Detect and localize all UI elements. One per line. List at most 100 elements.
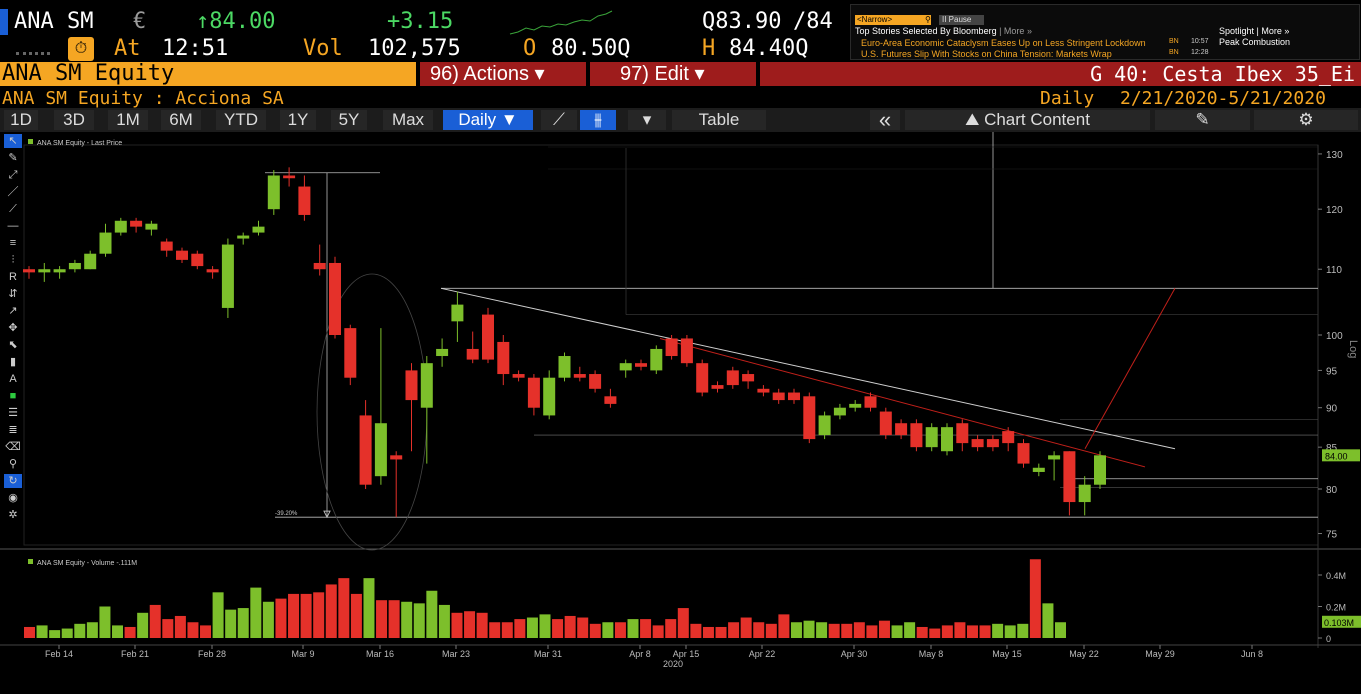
volume-bar xyxy=(904,622,916,638)
actions-label: 96) Actions ▾ xyxy=(430,63,545,85)
news-top-stories-label: Top Stories Selected By Bloomberg xyxy=(855,26,997,36)
candle-body xyxy=(665,338,678,357)
measure-tool-icon[interactable]: ⇵ xyxy=(8,288,18,300)
candle-body xyxy=(619,363,632,371)
volume-bar xyxy=(778,614,790,638)
candle-body xyxy=(359,415,372,485)
news-pause-button[interactable]: II Pause xyxy=(939,15,984,25)
arrow-tool-icon[interactable]: ↗ xyxy=(8,305,18,317)
candle-body xyxy=(604,396,617,404)
trend-tool-icon[interactable]: ⤢ xyxy=(8,169,18,181)
range-max[interactable]: Max xyxy=(383,110,433,130)
news-top-stories: Top Stories Selected By Bloomberg | More… xyxy=(855,26,1032,36)
candle-body xyxy=(956,423,969,444)
volume-bar xyxy=(36,625,48,638)
layers-tool-icon[interactable]: ☰ xyxy=(8,407,18,419)
hline-tool-icon[interactable]: — xyxy=(7,220,19,232)
color-tool-icon[interactable]: ■ xyxy=(9,390,17,402)
magnet-tool-icon[interactable]: ⚲ xyxy=(8,458,18,470)
volume-bar xyxy=(300,593,312,638)
pointer-icon[interactable]: ↖ xyxy=(4,134,22,148)
candle-body xyxy=(374,423,387,477)
candle-body xyxy=(1078,484,1091,503)
x-tick-label: Feb 21 xyxy=(121,649,149,659)
volume-bar xyxy=(112,625,124,638)
volume-bar xyxy=(790,622,802,638)
volume-bar xyxy=(74,623,86,638)
gear-tool-icon[interactable]: ✲ xyxy=(8,509,18,521)
volume-bar xyxy=(86,622,98,638)
palette-tool-icon[interactable]: ◉ xyxy=(8,492,18,504)
volume-bar xyxy=(149,604,161,638)
frequency-select[interactable]: Daily ▼ xyxy=(443,110,533,130)
ray-tool-icon[interactable]: ⟋ xyxy=(9,203,17,215)
spotlight-item[interactable]: Peak Combustion xyxy=(1219,37,1291,47)
news-search-input[interactable]: <Narrow> xyxy=(855,15,931,25)
pen-icon[interactable]: ✎ xyxy=(8,152,18,164)
volume-bar xyxy=(891,625,903,638)
candle-body xyxy=(589,374,602,389)
range-6m[interactable]: 6M xyxy=(161,110,201,130)
candle-body xyxy=(451,304,464,322)
text-tool-icon[interactable]: R xyxy=(9,271,17,283)
volume-bar xyxy=(288,593,300,638)
candle-body xyxy=(986,439,999,448)
volume-bar xyxy=(99,606,111,638)
label-tool-icon[interactable]: A xyxy=(9,373,17,385)
channel-tool-icon[interactable]: ≡ xyxy=(9,237,17,249)
delete-tool-icon[interactable]: ▮ xyxy=(9,356,17,368)
collapse-button[interactable]: « xyxy=(870,109,900,131)
news-item[interactable]: U.S. Futures Slip With Stocks on China T… xyxy=(861,49,1112,59)
range-1d[interactable]: 1D xyxy=(4,110,38,130)
range-3d[interactable]: 3D xyxy=(54,110,94,130)
candle-body xyxy=(711,385,724,389)
bid-price: Q83.90 xyxy=(702,9,782,34)
candle-body xyxy=(497,341,510,375)
actions-menu[interactable]: 96) Actions ▾ xyxy=(420,62,586,86)
volume-bar xyxy=(237,608,249,638)
fib-tool-icon[interactable]: ⫶ xyxy=(11,254,15,266)
x-tick-label: Apr 8 xyxy=(629,649,651,659)
news-search-icon[interactable]: ⚲ xyxy=(925,15,931,24)
last-volume-tag xyxy=(1322,615,1361,628)
volume-bar xyxy=(1042,603,1054,638)
volume-bar xyxy=(728,622,740,638)
range-1y[interactable]: 1Y xyxy=(280,110,316,130)
news-item-time: 12:28 xyxy=(1191,49,1209,56)
candle-body xyxy=(405,370,418,401)
edit-label: 97) Edit ▾ xyxy=(620,63,705,85)
line-tool-icon[interactable]: ／ xyxy=(7,186,19,198)
spotlight-link[interactable]: Spotlight | More » xyxy=(1219,26,1290,36)
settings-icon[interactable]: ⚙ xyxy=(1254,110,1358,130)
price-change: +3.15 xyxy=(387,9,454,34)
price-volume-chart[interactable]: -39.20% ANA SM Equity - Last Price ANA SM… xyxy=(0,132,1361,672)
candle-body xyxy=(221,244,234,308)
news-more-link[interactable]: | More » xyxy=(999,26,1032,36)
candle-chart-icon[interactable]: ⫵ xyxy=(580,110,616,130)
table-button[interactable]: Table xyxy=(672,110,766,130)
candle-body xyxy=(283,175,296,179)
volume-bar xyxy=(853,622,865,638)
list-tool-icon[interactable]: ≣ xyxy=(8,424,18,436)
group-bar[interactable]: G 40: Cesta Ibex 35_Ei xyxy=(760,62,1361,86)
volume-bar xyxy=(212,592,224,638)
annotate-icon[interactable]: ✎ xyxy=(1155,110,1250,130)
select-tool-icon[interactable]: ⬉ xyxy=(8,339,18,351)
volume-bar xyxy=(501,622,513,638)
eraser-tool-icon[interactable]: ⌫ xyxy=(5,441,21,453)
clock-icon[interactable]: ⏱ xyxy=(68,37,94,61)
range-5y[interactable]: 5Y xyxy=(331,110,367,130)
drawdown-label: -39.20% xyxy=(275,511,298,517)
refresh-tool-icon[interactable]: ↻ xyxy=(4,474,22,488)
line-chart-icon[interactable]: ⟋ xyxy=(541,110,577,130)
move-tool-icon[interactable]: ✥ xyxy=(8,322,18,334)
chart-type-dropdown-icon[interactable]: ▾ xyxy=(628,110,666,130)
chart-content-button[interactable]: ⛰ Chart Content xyxy=(905,110,1150,130)
news-item[interactable]: Euro-Area Economic Cataclysm Eases Up on… xyxy=(861,38,1146,48)
range-1m[interactable]: 1M xyxy=(108,110,148,130)
candle-body xyxy=(512,374,525,378)
breakout-projection-line xyxy=(1084,288,1176,450)
range-ytd[interactable]: YTD xyxy=(216,110,266,130)
volume-bar xyxy=(602,622,614,638)
edit-menu[interactable]: 97) Edit ▾ xyxy=(590,62,756,86)
